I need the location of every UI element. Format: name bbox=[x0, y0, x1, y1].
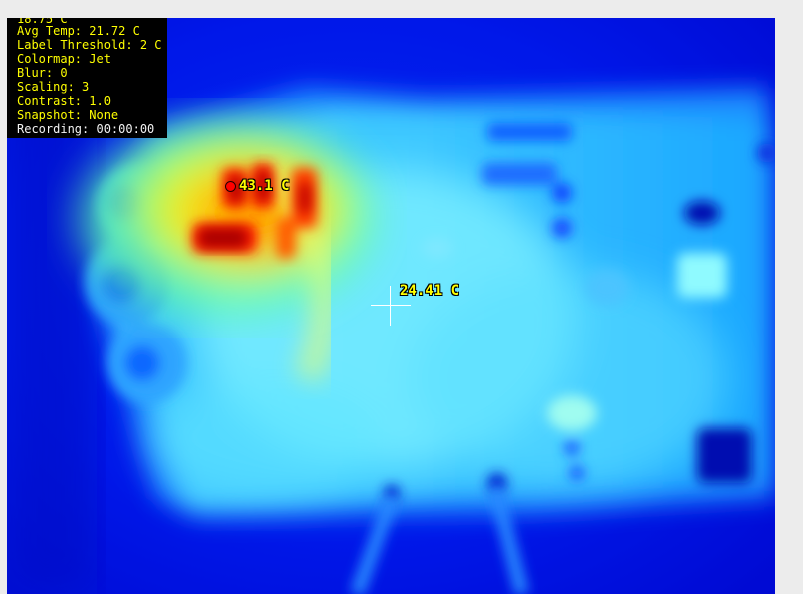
snapshot-readout: Snapshot: None bbox=[17, 108, 118, 122]
recording-readout: Recording: 00:00:00 bbox=[17, 122, 154, 136]
label-threshold-readout: Label Threshold: 2 C bbox=[17, 38, 162, 52]
thermal-camera-viewport[interactable]: 18.75 C Avg Temp: 21.72 C Label Threshol… bbox=[7, 18, 775, 594]
contrast-readout: Contrast: 1.0 bbox=[17, 94, 111, 108]
center-temp-label: 24.41 C bbox=[400, 283, 459, 299]
scaling-readout: Scaling: 3 bbox=[17, 80, 89, 94]
hotspot-marker bbox=[225, 181, 236, 192]
avg-temp-readout: Avg Temp: 21.72 C bbox=[17, 24, 140, 38]
colormap-readout: Colormap: Jet bbox=[17, 52, 111, 66]
blur-readout: Blur: 0 bbox=[17, 66, 68, 80]
hud-info-panel: 18.75 C Avg Temp: 21.72 C Label Threshol… bbox=[7, 18, 167, 138]
hotspot-temp-label: 43.1 C bbox=[239, 178, 290, 194]
